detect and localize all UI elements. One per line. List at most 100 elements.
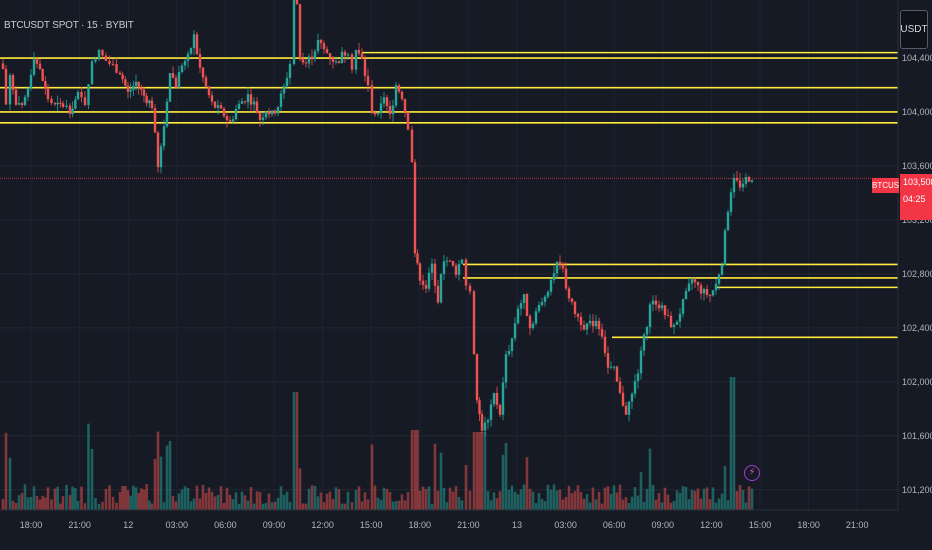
candle-body (104, 55, 108, 61)
candle-body (528, 316, 532, 329)
candle-body (403, 99, 407, 113)
candle-body (140, 87, 143, 90)
volume-bar (354, 489, 358, 510)
volume-bar (636, 495, 640, 510)
volume-bar (373, 485, 377, 510)
volume-bar (549, 489, 553, 510)
lightning-icon[interactable]: ⚡ (744, 465, 760, 481)
volume-bar (216, 495, 220, 510)
candle-body (282, 86, 286, 94)
volume-bar (382, 487, 386, 510)
candle-body (445, 260, 449, 262)
volume-bar (59, 503, 62, 510)
volume-bar (720, 493, 724, 510)
bar-countdown: 04:25 (903, 194, 926, 204)
candle-body (249, 94, 253, 105)
volume-bar (8, 457, 12, 510)
volume-bar (627, 503, 631, 510)
volume-bar (612, 485, 616, 510)
candle-body (579, 316, 583, 325)
volume-bar (639, 472, 643, 510)
candle-body (448, 260, 452, 262)
candle-body (246, 94, 250, 103)
candle-body (663, 305, 667, 316)
candle-body (726, 212, 730, 231)
candle-body (624, 405, 628, 415)
volume-bar (552, 484, 556, 510)
volume-bar (288, 501, 292, 510)
candle-body (174, 77, 178, 88)
volume-bar (618, 484, 622, 510)
volume-bar (385, 488, 389, 510)
volume-bar (325, 493, 329, 510)
volume-bar (87, 423, 90, 510)
candle-body (8, 75, 12, 105)
volume-bar (400, 494, 404, 510)
candle-body (328, 53, 332, 58)
volume-bar (522, 484, 526, 510)
volume-bar (630, 496, 634, 510)
candle-body (693, 279, 697, 283)
candle-body (594, 320, 598, 327)
candle-body (243, 101, 247, 103)
volume-bar (301, 503, 305, 510)
candle-body (279, 93, 283, 107)
candle-body (56, 102, 59, 105)
price-tick-label: 102,000.0 (902, 377, 932, 387)
price-tick-label: 102,800.0 (902, 269, 932, 279)
candle-body (97, 49, 101, 60)
candle-body (388, 106, 392, 115)
candle-body (537, 305, 541, 312)
volume-bar (410, 430, 414, 510)
candle-body (480, 414, 484, 431)
volume-bar (165, 445, 169, 510)
candle-body (264, 111, 268, 118)
symbol-title[interactable]: BTCUSDT SPOT · 15 · BYBIT (4, 20, 134, 31)
candle-body (379, 103, 383, 114)
candle-body (295, 0, 299, 5)
candle-body (606, 353, 610, 368)
volume-bar (421, 486, 425, 510)
candle-body (495, 392, 499, 405)
volume-bar (322, 502, 326, 510)
candle-body (507, 351, 511, 355)
volume-bar (669, 502, 673, 510)
candle-body (53, 103, 57, 105)
candle-body (498, 404, 502, 415)
candle-body (633, 381, 637, 394)
volume-bar (304, 503, 308, 510)
volume-bar (657, 493, 661, 510)
candle-body (729, 192, 733, 213)
volume-bar (394, 501, 398, 510)
volume-bar (4, 432, 8, 510)
candle-body (478, 400, 481, 415)
currency-button[interactable]: USDT (900, 10, 928, 49)
candle-body (454, 265, 458, 275)
volume-bar (23, 484, 27, 510)
horizontal-levels[interactable] (0, 51, 898, 339)
candle-body (564, 268, 568, 289)
volume-bar (32, 486, 36, 510)
volume-bar (189, 501, 193, 510)
volume-bar (687, 499, 691, 510)
volume-bar (555, 490, 559, 510)
candle-body (124, 79, 127, 86)
time-axis[interactable]: 18:00 21:00 12 03:00 06:00 09:00 12:00 15:00 18:… (20, 520, 869, 530)
candle-body (442, 261, 446, 274)
volume-bar (738, 485, 742, 510)
candle-body (519, 303, 523, 309)
volume-bar (168, 440, 172, 510)
candle-body (258, 113, 262, 120)
candle-body (576, 314, 580, 317)
candle-body (80, 92, 83, 98)
volume-bar (445, 502, 449, 510)
volume-bar (504, 442, 508, 510)
candle-body (468, 285, 472, 292)
time-tick-label: 12:00 (700, 520, 723, 530)
volume-bar (231, 499, 235, 510)
price-tick-label: 101,600.0 (902, 431, 932, 441)
time-tick-label: 15:00 (749, 520, 772, 530)
volume-bar (651, 484, 655, 510)
candle-body (717, 274, 721, 284)
